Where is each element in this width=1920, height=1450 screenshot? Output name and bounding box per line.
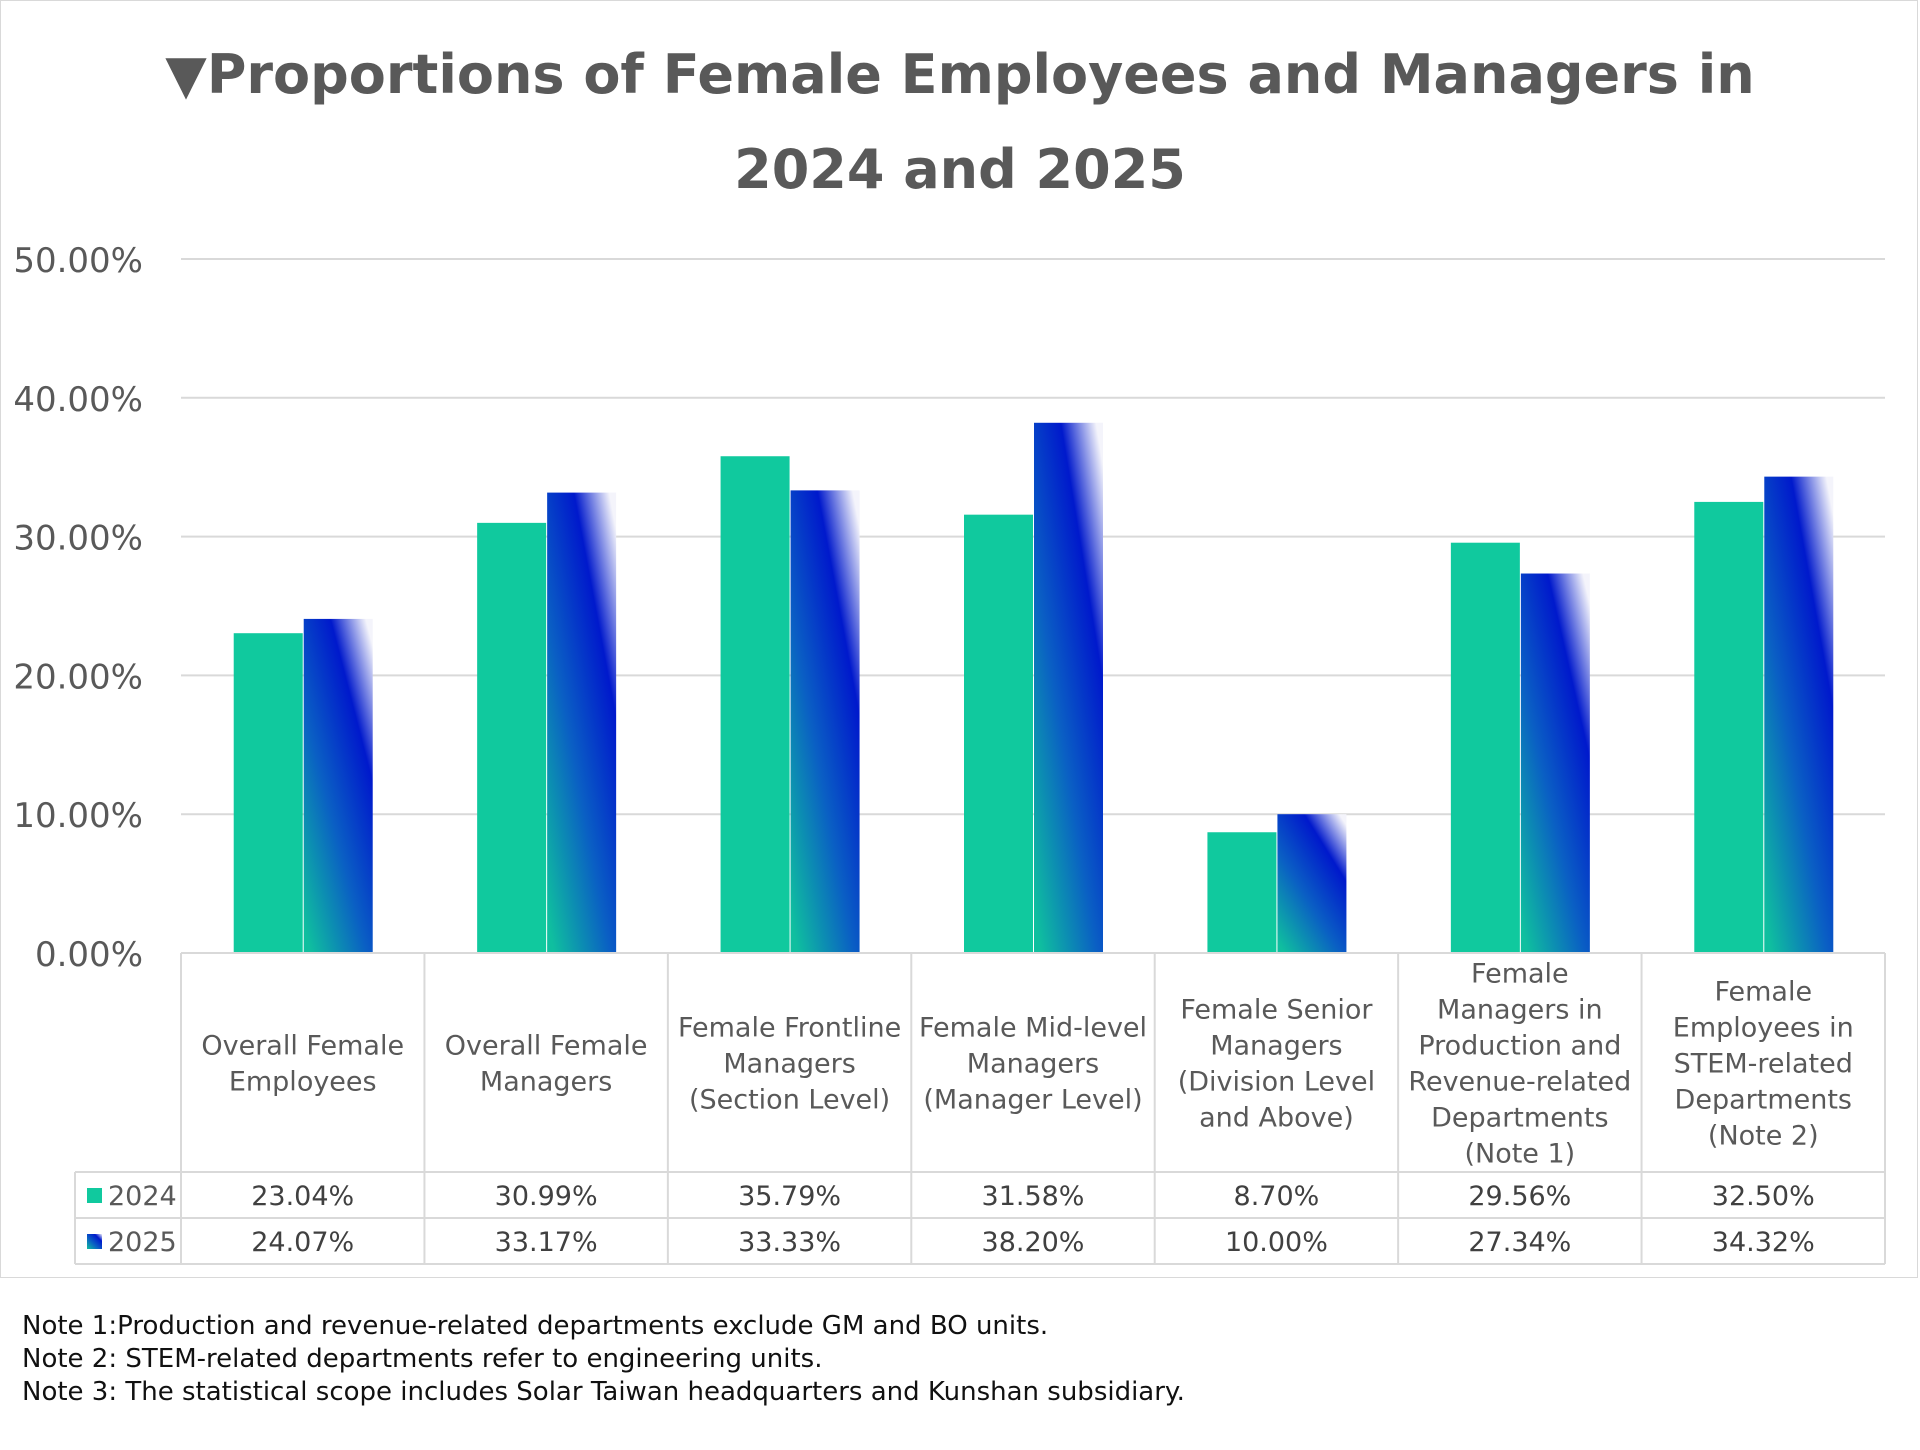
bar-2024 [1207,832,1277,953]
y-tick-label: 40.00% [13,380,143,420]
category-label: Female Senior Managers (Division Level and … [1178,995,1375,1134]
category-label-line: Managers [1210,1031,1342,1062]
bar-2024 [1450,542,1520,953]
category-label-line: Female [1471,959,1569,990]
data-label-2025: 34.32% [1712,1227,1815,1258]
title-text: Proportions of Female Employees and Mana… [207,43,1755,106]
category-label-line: Female Mid-level [919,1013,1147,1044]
category-label: Female Mid-level Managers (Manager Level) [919,1013,1147,1116]
category-label-line: Overall Female [445,1031,648,1062]
legend-key-2025 [87,1234,102,1249]
data-label-2025: 33.33% [738,1227,841,1258]
category-label-line: Departments [1431,1103,1608,1134]
category-label-line: Overall Female [201,1031,404,1062]
category-label-line: Revenue-related [1408,1067,1631,1098]
category-label-line: (Note 1) [1464,1139,1575,1170]
data-label-2024: 32.50% [1712,1181,1815,1212]
bar-2025 [303,618,373,953]
title-marker: ▼ [165,43,207,106]
category-label-line: and Above) [1199,1103,1354,1134]
data-label-2025: 27.34% [1468,1227,1571,1258]
category-label-line: (Division Level [1178,1067,1375,1098]
data-label-2025: 33.17% [495,1227,598,1258]
data-label-2025: 38.20% [982,1227,1085,1258]
chart-frame [0,0,1918,1278]
data-label-2024: 8.70% [1234,1181,1320,1212]
bar-2024 [233,633,303,953]
data-label-2025: 10.00% [1225,1227,1328,1258]
data-label-2024: 29.56% [1468,1181,1571,1212]
data-label-2024: 35.79% [738,1181,841,1212]
data-label-2025: 24.07% [251,1227,354,1258]
chart: ▼Proportions of Female Employees and Man… [13,43,1886,1265]
chart-title-line-1: ▼Proportions of Female Employees and Man… [165,43,1754,106]
bar-2024 [477,522,547,953]
category-label: Overall Female Employees [201,1031,404,1098]
notes: Note 1:Production and revenue-related de… [22,1310,1185,1409]
chart-title-line-2: 2024 and 2025 [734,138,1186,201]
category-label-line: Production and [1418,1031,1621,1062]
y-tick-label: 20.00% [13,657,143,697]
data-label-2024: 30.99% [495,1181,598,1212]
data-label-2024: 31.58% [982,1181,1085,1212]
bar-2024 [1694,501,1764,953]
category-label-line: Managers in [1437,995,1603,1026]
note-2: Note 2: STEM-related departments refer t… [22,1344,823,1374]
category-label: Overall Female Managers [445,1031,648,1098]
legend-key-2024 [87,1188,102,1203]
category-label-line: STEM-related [1674,1049,1853,1080]
category-label-line: Departments [1675,1085,1852,1116]
y-tick-label: 10.00% [13,796,143,836]
category-label-line: (Manager Level) [923,1085,1142,1116]
y-tick-label: 50.00% [13,241,143,281]
category-label-line: (Note 2) [1708,1121,1819,1152]
bar-2025 [1764,476,1834,953]
bar-2025 [790,490,860,953]
category-label-line: (Section Level) [689,1085,890,1116]
note-3: Note 3: The statistical scope includes S… [22,1377,1185,1407]
y-tick-label: 0.00% [35,935,143,975]
legend-label-2025: 2025 [108,1227,177,1258]
category-label-line: Employees in [1673,1013,1854,1044]
y-tick-label: 30.00% [13,519,143,559]
bar-2024 [964,514,1033,953]
bar-2024 [720,456,790,953]
note-1: Note 1:Production and revenue-related de… [22,1311,1049,1341]
category-label-line: Female [1714,977,1812,1008]
bar-2025 [1520,573,1590,953]
category-label-line: Female Senior [1180,995,1373,1026]
category-label: Female Frontline Managers (Section Level) [678,1013,901,1116]
data-label-2024: 23.04% [251,1181,354,1212]
category-label-line: Managers [723,1049,855,1080]
category-label: Female Employees in STEM-related Department… [1673,977,1854,1152]
category-label-line: Managers [480,1067,612,1098]
bar-2025 [1034,422,1103,953]
category-label-line: Employees [229,1067,377,1098]
category-label-line: Managers [967,1049,1099,1080]
bar-2025 [547,492,617,953]
bar-2025 [1277,814,1347,953]
category-label-line: Female Frontline [678,1013,901,1044]
category-label: Female Managers in Production and Revenue-r… [1408,959,1631,1170]
legend-label-2024: 2024 [108,1181,177,1212]
